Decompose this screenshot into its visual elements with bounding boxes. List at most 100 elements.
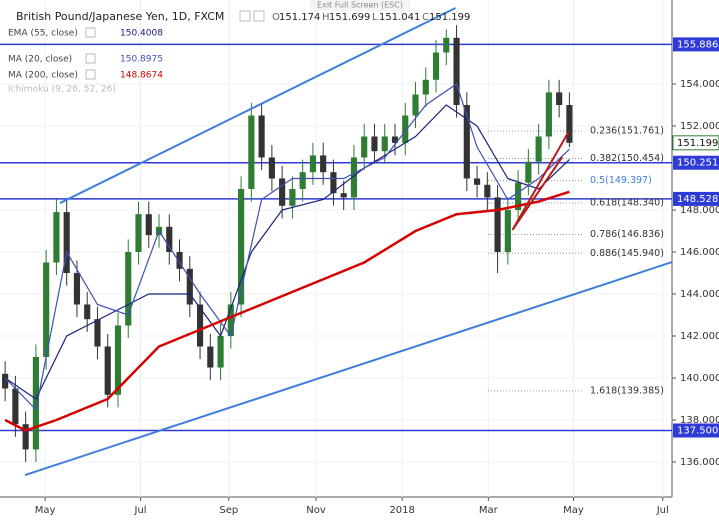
x-tick-label: Jul [134,505,147,516]
candle-body [268,157,275,179]
candle-body [391,136,399,143]
candle-body [535,136,542,162]
legend-hidden: Ichimoku (9, 26, 52, 26) [8,85,116,95]
ohlc-key: C [422,12,429,23]
ohlc-key: L [372,12,378,23]
candle-body [279,178,286,206]
candle-body [217,335,224,368]
candle-body [566,104,573,143]
chart-title: British Pound/Japanese Yen, 1D, FXCM [16,10,224,23]
x-tick-label: May [35,505,56,516]
candle-body [453,37,460,105]
fib-label: 0.382(150.454) [590,153,664,164]
candle-body [43,262,50,357]
ma-line [4,83,570,411]
legend-value: 148.8674 [120,71,163,81]
trend-line [511,156,564,231]
y-tick-label: 140.000 [680,373,719,384]
exit-fullscreen[interactable]: Exit Full Screen (ESC) [317,1,403,10]
candle-body [402,115,409,143]
candle-body [22,424,29,450]
y-tick-label: 148.000 [680,205,719,216]
legend-icon[interactable] [85,53,96,64]
candle-body [104,346,111,395]
candle-body [207,346,214,368]
x-tick-label: Sep [219,505,238,516]
candle-body [238,188,245,305]
x-tick-label: 2018 [389,505,414,516]
y-tick-label: 152.000 [680,121,719,132]
y-tick-label: 144.000 [680,289,719,300]
candle-body [84,304,91,320]
last-price: 151.199 [677,138,718,149]
x-tick-label: Mar [479,505,499,516]
ohlc-value: 151.699 [329,12,370,23]
y-tick-label: 146.000 [680,247,719,258]
ma-line [4,190,570,432]
candle-body [494,197,501,252]
y-tick-label: 154.000 [680,79,719,90]
plot: 0.236(151.761) 0.382(150.454) 0.5(149.397)… [0,7,673,476]
candle-body [330,172,337,194]
y-tick-label: 142.000 [680,331,719,342]
ma-line [4,104,570,400]
candle-body [504,209,511,252]
candle-body [258,115,265,158]
ohlc-key: H [322,12,330,23]
candle-body [125,251,132,326]
exit-button[interactable] [310,0,410,11]
trend-line [59,7,456,204]
candle-body [53,212,60,263]
icon[interactable] [253,10,265,22]
ohlc-value: 151.174 [279,12,320,23]
candle-body [515,182,522,210]
candle-body [340,193,347,198]
candle-body [63,212,70,273]
trend-line [24,261,673,476]
candle-body [73,272,81,305]
candle-body [114,325,122,395]
ohlc-value: 151.041 [379,12,420,23]
candle-body [422,79,429,95]
fib-label: 0.618(148.340) [590,197,664,208]
level-label-box [673,423,719,438]
candle-body [94,319,101,347]
candle-body [32,356,39,450]
candle-body [145,214,152,236]
legend-icon[interactable] [85,27,96,38]
candle-body [412,94,419,116]
fib-label: 0.5(149.397) [590,175,652,186]
x-tick-label: Jul [656,505,669,516]
x-tick-label: May [563,505,584,516]
fib-label: 0.786(146.836) [590,229,664,240]
fib-label: 0.886(145.940) [590,248,664,259]
level-label: 148.528 [677,194,718,205]
icon[interactable] [239,10,251,22]
legend-icon[interactable] [85,69,96,80]
candle-body [166,226,173,252]
candle-body [12,388,19,425]
y-tick-label: 136.000 [680,457,719,468]
fib-label: 1.618(139.385) [590,385,664,396]
candle-body [186,268,193,305]
candle-body [545,92,552,137]
candle-body [473,178,481,185]
candle-body [556,92,563,105]
candle-body [227,304,234,336]
level-label-box [673,191,719,206]
candle-body [309,155,316,173]
candle-body [432,52,440,80]
candle-body [196,304,204,347]
trend-line [511,131,570,231]
level-label: 155.886 [677,39,718,50]
legend-name: MA (20, close) [8,55,72,65]
candle-body [361,136,368,158]
candle-body [135,214,142,252]
candle-body [381,136,388,152]
ohlc-key: O [272,12,280,23]
candle-body [248,115,255,189]
x-tick-label: Nov [306,505,326,516]
